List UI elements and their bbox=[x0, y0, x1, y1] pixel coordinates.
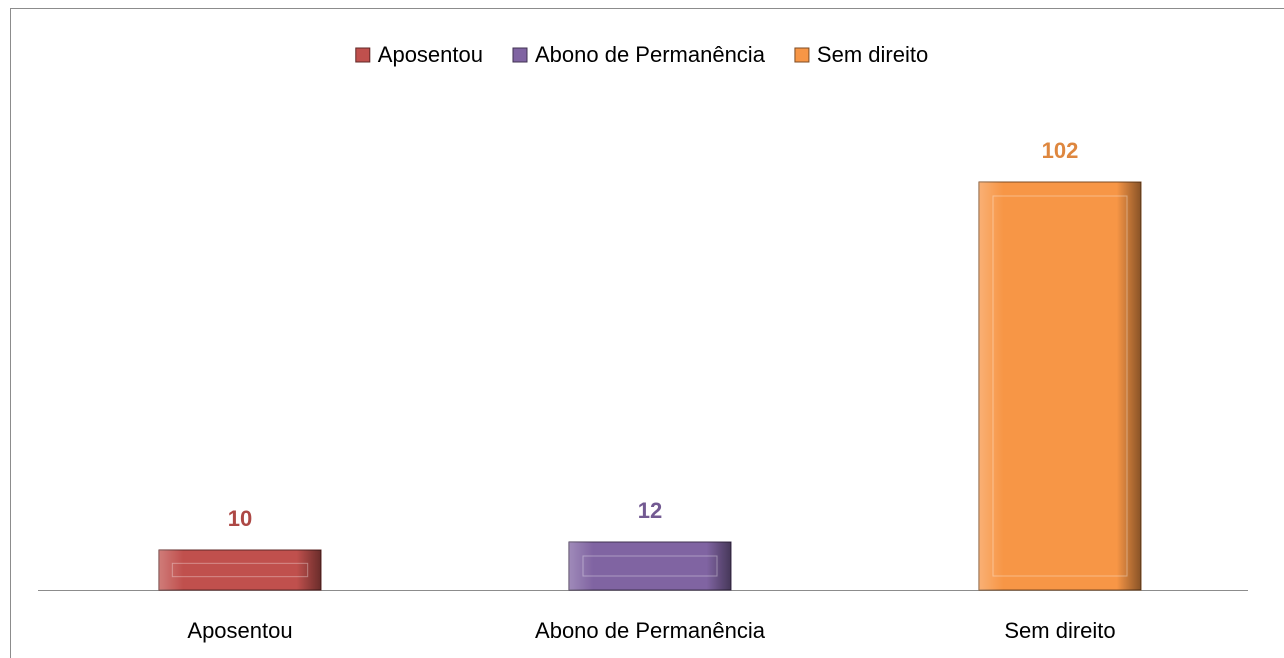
x-tick-label: Aposentou bbox=[187, 618, 292, 643]
x-tick-label: Sem direito bbox=[1004, 618, 1115, 643]
bar-face bbox=[582, 555, 718, 577]
bar-bevel bbox=[159, 550, 321, 590]
x-tick-label: Abono de Permanência bbox=[535, 618, 766, 643]
legend-marker bbox=[355, 47, 371, 63]
legend: Aposentou Abono de Permanência Sem direito bbox=[355, 42, 928, 67]
legend-label: Abono de Permanência bbox=[535, 42, 766, 67]
legend-label: Sem direito bbox=[817, 42, 928, 67]
bar-bevel bbox=[979, 182, 1141, 590]
legend-label: Aposentou bbox=[378, 42, 483, 67]
legend-marker bbox=[794, 47, 810, 63]
data-label: 12 bbox=[638, 498, 662, 523]
data-label: 10 bbox=[228, 506, 252, 531]
legend-marker bbox=[512, 47, 528, 63]
bar-face bbox=[171, 562, 309, 578]
bar-bevel bbox=[569, 542, 731, 590]
data-label: 102 bbox=[1042, 138, 1079, 163]
bar-face bbox=[992, 195, 1128, 577]
